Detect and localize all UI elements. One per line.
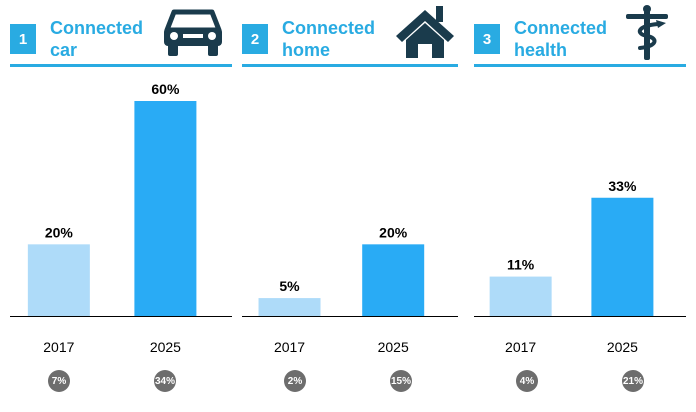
tick-label-2017: 2017: [505, 339, 536, 355]
panel-title-line1: Connected: [50, 18, 144, 38]
panel-number-badge: 1: [10, 24, 36, 54]
growth-bubble-2025: 15%: [390, 370, 412, 392]
panel-number-badge: 2: [242, 24, 268, 54]
tick-label-2017: 2017: [43, 339, 74, 355]
data-label-2025: 33%: [608, 178, 637, 194]
panel-rule: [474, 64, 686, 67]
bar-2025: [134, 101, 197, 316]
panel-rule: [242, 64, 458, 67]
bar-2025: [591, 197, 654, 316]
growth-bubble-2017: 4%: [516, 370, 538, 392]
data-label-2017: 20%: [45, 224, 74, 240]
growth-bubble-2025: 34%: [154, 370, 176, 392]
data-label-2025: 20%: [379, 224, 408, 240]
growth-bubble-2017: 7%: [48, 370, 70, 392]
panel-title-line2: car: [50, 40, 78, 60]
bar-chart: 11% 2017 33% 2025: [474, 178, 686, 355]
growth-bubble-2025: 21%: [622, 370, 644, 392]
panel-connected-car: 1 Connected car 20% 2017 60% 2025 7% 34%: [10, 0, 232, 412]
panel-connected-health: 3 Connected health 11% 2017 33% 2025 4% 21%: [474, 0, 686, 412]
panel-title: Connected car: [50, 17, 143, 61]
panel-title-line1: Connected: [282, 18, 376, 38]
bar-2025: [362, 244, 425, 316]
panel-title-line2: health: [514, 40, 568, 60]
bar-2017: [489, 276, 552, 316]
bar-chart: 20% 2017 60% 2025: [10, 81, 232, 355]
tick-label-2025: 2025: [150, 339, 181, 355]
tick-label-2025: 2025: [607, 339, 638, 355]
caduceus-icon: [626, 5, 668, 60]
tick-label-2017: 2017: [274, 339, 305, 355]
growth-bubble-2017: 2%: [284, 370, 306, 392]
bar-chart: 5% 2017 20% 2025: [242, 224, 458, 355]
panel-title-line1: Connected: [514, 18, 608, 38]
panel-title: Connected home: [282, 17, 375, 61]
bar-2017: [27, 244, 90, 316]
data-label-2025: 60%: [151, 81, 180, 97]
data-label-2017: 5%: [279, 278, 300, 294]
panel-title-line2: home: [282, 40, 331, 60]
house-icon: [396, 6, 454, 58]
panel-rule: [10, 64, 232, 67]
panel-connected-home: 2 Connected home 5% 2017 20% 2025 2% 15%: [242, 0, 458, 412]
data-label-2017: 11%: [507, 257, 535, 273]
panel-number-badge: 3: [474, 24, 500, 54]
tick-label-2025: 2025: [378, 339, 409, 355]
bar-2017: [258, 298, 321, 316]
car-icon: [164, 9, 222, 56]
panel-title: Connected health: [514, 17, 607, 61]
